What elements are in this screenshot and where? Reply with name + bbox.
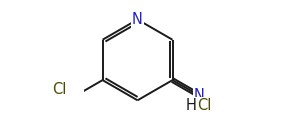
Text: H: H bbox=[185, 98, 196, 113]
Text: N: N bbox=[194, 88, 204, 103]
Text: Cl: Cl bbox=[52, 82, 67, 97]
Text: Cl: Cl bbox=[197, 98, 211, 113]
Text: N: N bbox=[132, 12, 143, 27]
